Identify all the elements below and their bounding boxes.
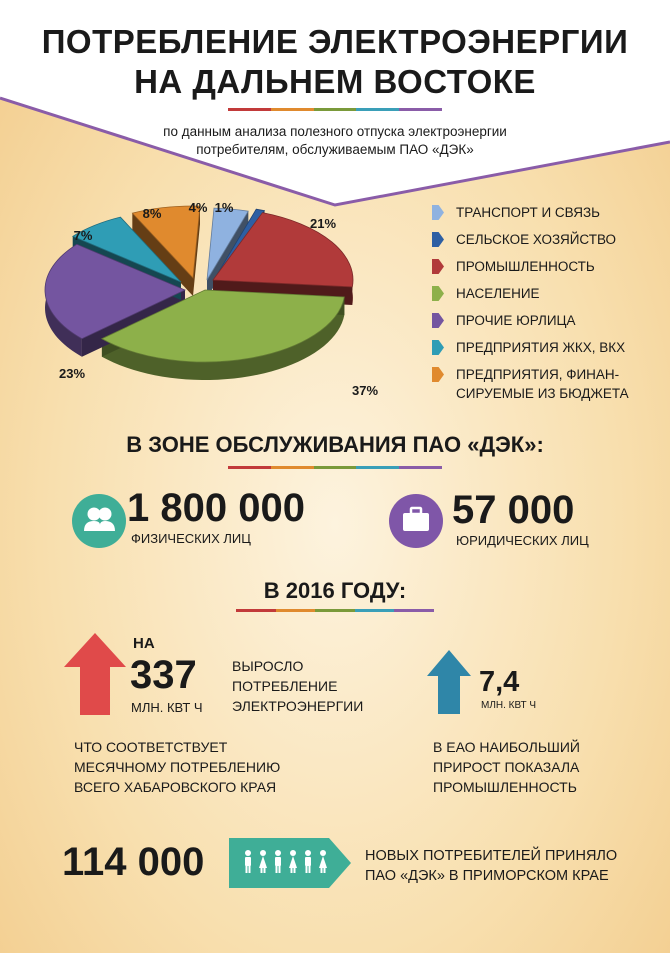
legend-item-population: НАСЕЛЕНИЕ: [432, 284, 662, 303]
eao-value: 7,4: [479, 666, 520, 698]
legend-marker: [432, 205, 444, 220]
equiv-line: ЧТО СООТВЕТСТВУЕТ: [74, 739, 228, 755]
eao-line: ПРОМЫШЛЕННОСТЬ: [433, 779, 577, 795]
people-tag-icon: [229, 838, 351, 888]
pie-slice-wall: [132, 213, 193, 296]
legend-item-industry: ПРОМЫШЛЕННОСТЬ: [432, 257, 662, 276]
year-title: В 2016 ГОДУ:: [263, 578, 407, 603]
legend-marker: [432, 259, 444, 274]
title-line-2: НА ДАЛЬНЕМ ВОСТОКЕ: [134, 63, 536, 100]
equivalence-text: ЧТО СООТВЕТСТВУЕТ МЕСЯЧНОМУ ПОТРЕБЛЕНИЮ …: [74, 737, 280, 797]
growth-value: 337: [130, 653, 197, 697]
individuals-label: ФИЗИЧЕСКИХ ЛИЦ: [131, 531, 251, 546]
eao-text: В ЕАО НАИБОЛЬШИЙ ПРИРОСТ ПОКАЗАЛА ПРОМЫШ…: [433, 737, 580, 797]
growth-desc-line: ПОТРЕБЛЕНИЕ: [232, 678, 338, 694]
title-underline: [228, 108, 442, 111]
pie-slice-label: 37%: [352, 383, 378, 398]
legend-label: ПРЕДПРИЯТИЯ ЖКХ, ВКХ: [456, 340, 626, 355]
legend-label: ПРОМЫШЛЕННОСТЬ: [456, 259, 595, 274]
pie-slice-label: 8%: [143, 206, 162, 221]
growth-prefix: НА: [133, 635, 155, 652]
new-consumers-line: ПАО «ДЭК» В ПРИМОРСКОМ КРАЕ: [365, 868, 609, 884]
pie-slice-4: [44, 243, 186, 340]
pie-chart: 4% 1% 21% 37% 23% 7% 8%: [44, 200, 378, 398]
legend-item-utilities: ПРЕДПРИЯТИЯ ЖКХ, ВКХ: [432, 338, 662, 357]
subtitle: по данным анализа полезного отпуска элек…: [0, 123, 670, 159]
eao-unit: МЛН. КВТ Ч: [481, 700, 537, 711]
legend-item-other-legal: ПРОЧИЕ ЮРЛИЦА: [432, 311, 662, 330]
growth-unit: МЛН. КВТ Ч: [131, 700, 203, 715]
pie-slice-3: [101, 289, 345, 363]
new-consumers-value: 114 000: [62, 840, 205, 884]
pie-slice-wall: [193, 206, 200, 296]
legend-label: ТРАНСПОРТ И СВЯЗЬ: [456, 205, 600, 220]
chart-legend: ТРАНСПОРТ И СВЯЗЬ СЕЛЬСКОЕ ХОЗЯЙСТВО ПРО…: [432, 203, 662, 411]
pie-slice-label: 23%: [59, 366, 85, 381]
equiv-line: ВСЕГО ХАБАРОВСКОГО КРАЯ: [74, 779, 277, 795]
pie-slice-2: [212, 212, 354, 288]
growth-desc-line: ЭЛЕКТРОЭНЕРГИИ: [232, 698, 364, 714]
legend-label: СЕЛЬСКОЕ ХОЗЯЙСТВО: [456, 232, 617, 247]
legend-marker: [432, 232, 444, 247]
people-icon: [72, 494, 126, 548]
legend-marker: [432, 286, 444, 301]
zone-underline: [228, 466, 442, 469]
new-consumers-text: НОВЫХ ПОТРЕБИТЕЛЕЙ ПРИНЯЛО ПАО «ДЭК» В П…: [365, 846, 617, 886]
equiv-line: МЕСЯЧНОМУ ПОТРЕБЛЕНИЮ: [74, 759, 281, 775]
header-background: [0, 0, 670, 207]
pie-slice-label: 1%: [215, 200, 234, 215]
up-arrow-red-icon: [64, 633, 126, 715]
eao-line: В ЕАО НАИБОЛЬШИЙ: [433, 739, 580, 755]
legend-item-agriculture: СЕЛЬСКОЕ ХОЗЯЙСТВО: [432, 230, 662, 249]
pie-slice-edge: [101, 296, 345, 380]
year-underline: [236, 609, 434, 612]
pie-slice-5: [71, 216, 182, 283]
legend-label: ПРОЧИЕ ЮРЛИЦА: [456, 313, 576, 328]
legend-label: НАСЕЛЕНИЕ: [456, 286, 540, 301]
pie-slice-6: [131, 205, 201, 279]
individuals-count: 1 800 000: [127, 486, 305, 530]
legend-item-budget: ПРЕДПРИЯТИЯ, ФИНАН- СИРУЕМЫЕ ИЗ БЮДЖЕТА: [432, 365, 662, 403]
legend-marker: [432, 367, 444, 382]
eao-line: ПРИРОСТ ПОКАЗАЛА: [433, 759, 580, 775]
page-title: ПОТРЕБЛЕНИЕ ЭЛЕКТРОЭНЕРГИИ НА ДАЛЬНЕМ ВО…: [0, 22, 670, 102]
legend-marker: [432, 313, 444, 328]
briefcase-icon: [389, 494, 443, 548]
pie-slice-0: [206, 207, 249, 281]
title-line-1: ПОТРЕБЛЕНИЕ ЭЛЕКТРОЭНЕРГИИ: [41, 23, 629, 60]
legal-count: 57 000: [452, 488, 575, 532]
legend-item-transport: ТРАНСПОРТ И СВЯЗЬ: [432, 203, 662, 222]
header: ПОТРЕБЛЕНИЕ ЭЛЕКТРОЭНЕРГИИ НА ДАЛЬНЕМ ВО…: [0, 0, 670, 216]
legend-label: ПРЕДПРИЯТИЯ, ФИНАН-: [456, 367, 620, 382]
pie-slice-label: 7%: [74, 228, 93, 243]
up-arrow-blue-icon: [427, 650, 471, 714]
legend-label-continued: СИРУЕМЫЕ ИЗ БЮДЖЕТА: [456, 386, 629, 401]
new-consumers-line: НОВЫХ ПОТРЕБИТЕЛЕЙ ПРИНЯЛО: [365, 848, 618, 864]
growth-description: ВЫРОСЛО ПОТРЕБЛЕНИЕ ЭЛЕКТРОЭНЕРГИИ: [232, 656, 363, 716]
pie-slice-label: 4%: [189, 200, 208, 215]
subtitle-line-1: по данным анализа полезного отпуска элек…: [163, 124, 507, 139]
subtitle-line-2: потребителям, обслуживаемым ПАО «ДЭК»: [196, 142, 474, 157]
pie-slice-label: 21%: [310, 216, 336, 231]
growth-desc-line: ВЫРОСЛО: [232, 658, 304, 674]
legend-marker: [432, 340, 444, 355]
zone-title: В ЗОНЕ ОБСЛУЖИВАНИЯ ПАО «ДЭК»:: [126, 432, 544, 457]
legal-label: ЮРИДИЧЕСКИХ ЛИЦ: [456, 533, 589, 548]
